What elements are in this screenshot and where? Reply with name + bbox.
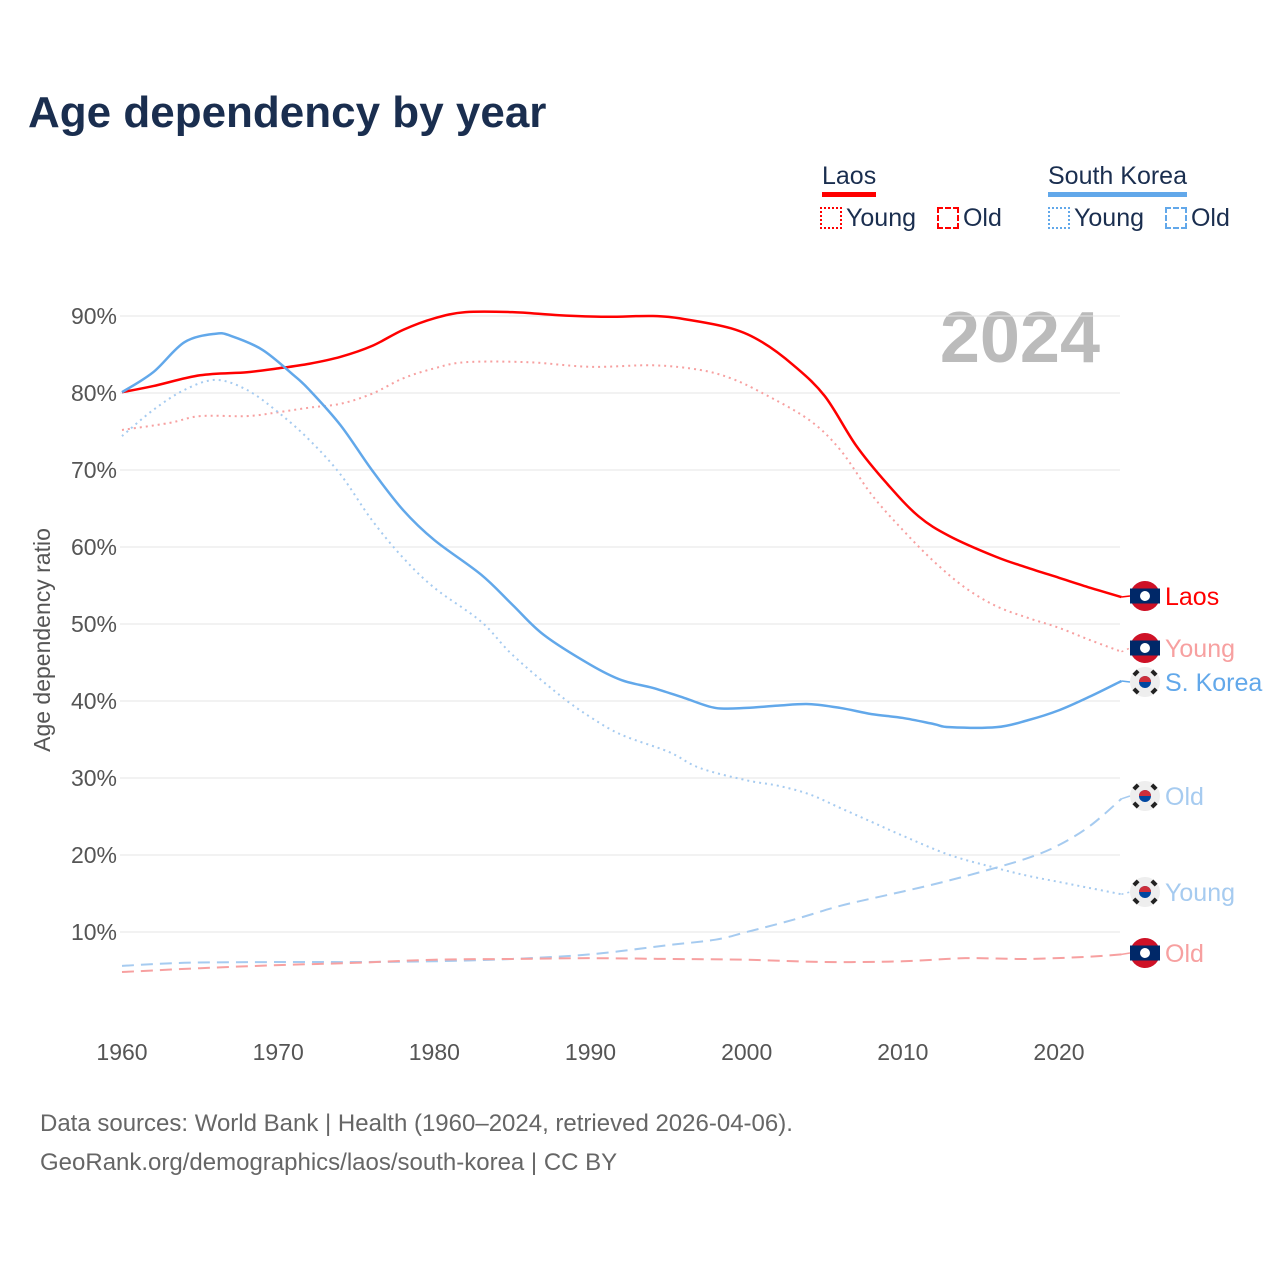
- end-label: Old: [1165, 940, 1204, 968]
- x-tick-label: 1980: [409, 1039, 460, 1065]
- korea-flag-taeguk-red: [1139, 886, 1151, 892]
- laos-flag-disc: [1140, 591, 1150, 601]
- y-tick-label: 30%: [71, 765, 117, 791]
- korea-flag-trigram: [1132, 801, 1140, 809]
- end-label: Laos: [1165, 583, 1219, 611]
- x-tick-label: 1990: [565, 1039, 616, 1065]
- y-tick-label: 10%: [71, 919, 117, 945]
- laos-flag-disc: [1140, 948, 1150, 958]
- series-line-south-korea: [121, 332, 1123, 730]
- end-label: Young: [1165, 635, 1235, 663]
- y-axis-label: Age dependency ratio: [29, 528, 55, 752]
- series-line-south-korea-young: [121, 378, 1122, 896]
- x-tick-label: 1970: [253, 1039, 304, 1065]
- korea-flag-trigram: [1132, 687, 1140, 695]
- korea-flag-trigram: [1150, 897, 1158, 905]
- korea-flag-trigram: [1150, 669, 1158, 677]
- legend-laos-old: Old: [962, 204, 1002, 232]
- legend-korea-old: Old: [1190, 204, 1230, 232]
- year-watermark: 2024: [940, 298, 1100, 378]
- label-connector: [1121, 891, 1131, 895]
- korea-flag-trigram: [1150, 801, 1158, 809]
- label-connector: [1121, 680, 1131, 683]
- y-tick-label: 90%: [71, 303, 117, 329]
- legend-korea-young: Young: [1074, 204, 1144, 232]
- legend-laos-young: Young: [846, 204, 916, 232]
- korea-flag-trigram: [1132, 879, 1140, 887]
- footer-link[interactable]: GeoRank.org/demographics/laos/south-kore…: [40, 1149, 618, 1176]
- korea-flag-trigram: [1150, 783, 1158, 791]
- dotted-swatch-icon: [820, 207, 842, 229]
- label-connector: [1121, 795, 1131, 800]
- page-title: Age dependency by year: [28, 88, 547, 137]
- y-tick-label: 20%: [71, 842, 117, 868]
- legend-korea: South Korea: [1048, 162, 1187, 197]
- legend-laos: Laos: [822, 162, 877, 197]
- series-line-laos: [121, 310, 1122, 599]
- laos-flag-disc: [1140, 643, 1150, 653]
- end-label: Young: [1165, 879, 1235, 907]
- x-tick-label: 2000: [721, 1039, 772, 1065]
- end-label: S. Korea: [1165, 669, 1262, 697]
- legend-laos-title: Laos: [822, 162, 877, 197]
- y-tick-label: 60%: [71, 534, 117, 560]
- korea-flag-trigram: [1150, 879, 1158, 887]
- korea-flag-trigram: [1150, 687, 1158, 695]
- x-tick-label: 2020: [1033, 1039, 1084, 1065]
- label-connector: [1121, 647, 1131, 653]
- korea-flag-trigram: [1132, 897, 1140, 905]
- x-tick-label: 1960: [96, 1039, 147, 1065]
- legend-korea-title: South Korea: [1048, 162, 1187, 197]
- footer-sources: Data sources: World Bank | Health (1960–…: [40, 1110, 793, 1137]
- dotted-swatch-icon: [1048, 207, 1070, 229]
- series-line-laos-old: [121, 953, 1122, 974]
- end-label: Old: [1165, 783, 1204, 811]
- legend-korea-items: Young Old: [1048, 204, 1230, 233]
- series-line-laos-young: [121, 360, 1122, 653]
- y-tick-label: 40%: [71, 688, 117, 714]
- label-connector: [1121, 595, 1131, 598]
- legend-laos-items: Young Old: [820, 204, 1002, 233]
- y-tick-label: 70%: [71, 457, 117, 483]
- dashed-swatch-icon: [936, 207, 959, 229]
- label-connector: [1121, 952, 1131, 956]
- dashed-swatch-icon: [1164, 207, 1187, 229]
- korea-flag-trigram: [1132, 783, 1140, 791]
- series-line-south-korea-old: [121, 798, 1123, 967]
- korea-flag-trigram: [1132, 669, 1140, 677]
- korea-flag-taeguk-red: [1139, 676, 1151, 682]
- x-tick-label: 2010: [877, 1039, 928, 1065]
- y-tick-label: 50%: [71, 611, 117, 637]
- korea-flag-taeguk-red: [1139, 790, 1151, 796]
- y-tick-label: 80%: [71, 380, 117, 406]
